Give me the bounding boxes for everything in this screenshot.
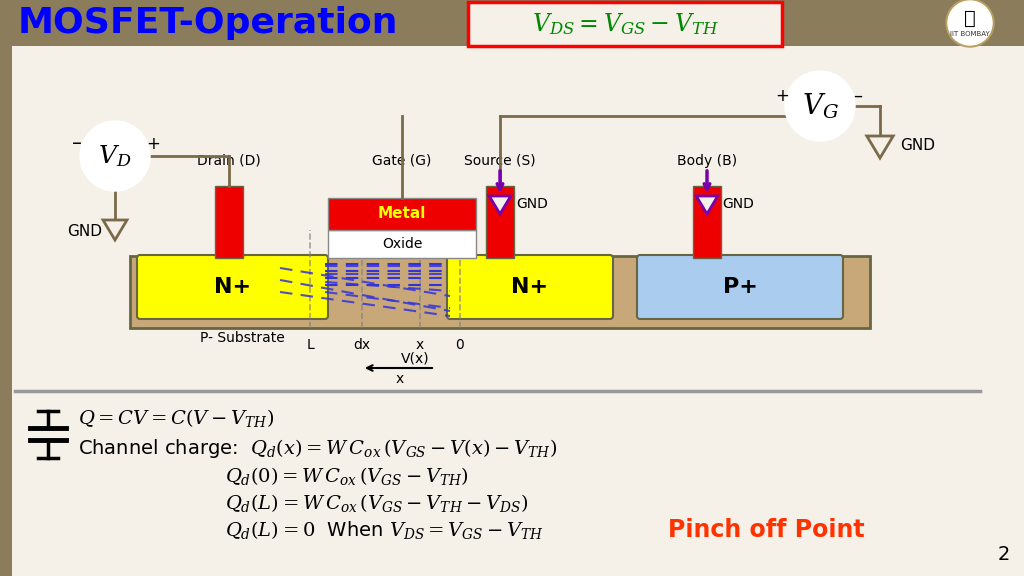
Text: +: + bbox=[146, 135, 160, 153]
Text: dx: dx bbox=[353, 338, 371, 352]
Text: L: L bbox=[306, 338, 314, 352]
Text: IIT BOMBAY: IIT BOMBAY bbox=[950, 31, 990, 37]
Text: V(x): V(x) bbox=[400, 351, 429, 365]
Text: $V_G$: $V_G$ bbox=[802, 91, 839, 121]
Bar bbox=[215, 186, 243, 258]
Text: Pinch off Point: Pinch off Point bbox=[668, 518, 864, 542]
Text: Drain (D): Drain (D) bbox=[198, 154, 261, 168]
Bar bbox=[0, 0, 1024, 46]
Text: Oxide: Oxide bbox=[382, 237, 422, 251]
FancyBboxPatch shape bbox=[637, 255, 843, 319]
Text: P+: P+ bbox=[723, 277, 758, 297]
Text: 0: 0 bbox=[456, 338, 464, 352]
Text: MOSFET-Operation: MOSFET-Operation bbox=[18, 6, 398, 40]
Text: –: – bbox=[853, 87, 862, 105]
Text: 🏛: 🏛 bbox=[965, 9, 976, 28]
Polygon shape bbox=[489, 196, 511, 214]
Text: N+: N+ bbox=[214, 277, 251, 297]
FancyBboxPatch shape bbox=[468, 2, 782, 46]
Polygon shape bbox=[103, 220, 127, 240]
Text: P- Substrate: P- Substrate bbox=[200, 331, 285, 345]
Text: Body (B): Body (B) bbox=[677, 154, 737, 168]
Text: N+: N+ bbox=[511, 277, 549, 297]
Polygon shape bbox=[696, 196, 718, 214]
Text: GND: GND bbox=[516, 197, 548, 211]
Text: Source (S): Source (S) bbox=[464, 154, 536, 168]
Bar bbox=[486, 186, 514, 258]
Text: Channel charge:  $Q_d(x) = W\,C_{ox}\,(V_{GS} - V(x) - V_{TH})$: Channel charge: $Q_d(x) = W\,C_{ox}\,(V_… bbox=[78, 437, 557, 460]
FancyBboxPatch shape bbox=[137, 255, 328, 319]
Text: –: – bbox=[72, 135, 82, 153]
FancyBboxPatch shape bbox=[447, 255, 613, 319]
Text: $Q_d(L) = W\,C_{ox}\,(V_{GS} - V_{TH} - V_{DS})$: $Q_d(L) = W\,C_{ox}\,(V_{GS} - V_{TH} - … bbox=[225, 492, 528, 514]
Circle shape bbox=[948, 1, 992, 45]
Text: x: x bbox=[396, 372, 404, 386]
Bar bbox=[693, 186, 721, 258]
Text: Metal: Metal bbox=[378, 207, 426, 222]
Text: $V_{DS} = V_{GS} - V_{TH}$: $V_{DS} = V_{GS} - V_{TH}$ bbox=[531, 11, 719, 37]
Text: $Q_d(L) = 0$  When $V_{DS} = V_{GS} - V_{TH}$: $Q_d(L) = 0$ When $V_{DS} = V_{GS} - V_{… bbox=[225, 519, 544, 541]
Text: Gate (G): Gate (G) bbox=[373, 154, 432, 168]
Bar bbox=[328, 198, 476, 230]
Polygon shape bbox=[866, 136, 893, 158]
Text: GND: GND bbox=[67, 225, 102, 240]
Text: $Q = CV = C(V - V_{TH})$: $Q = CV = C(V - V_{TH})$ bbox=[78, 407, 274, 429]
Bar bbox=[130, 256, 870, 328]
Text: $Q_d(0) = W\,C_{ox}\,(V_{GS} - V_{TH})$: $Q_d(0) = W\,C_{ox}\,(V_{GS} - V_{TH})$ bbox=[225, 465, 469, 487]
Circle shape bbox=[81, 122, 150, 190]
Text: 2: 2 bbox=[997, 545, 1010, 564]
Bar bbox=[328, 230, 476, 258]
Text: +: + bbox=[775, 87, 788, 105]
Text: $V_D$: $V_D$ bbox=[98, 143, 132, 169]
Circle shape bbox=[786, 72, 854, 140]
Text: x: x bbox=[416, 338, 424, 352]
Text: GND: GND bbox=[900, 138, 935, 153]
Bar bbox=[0, 46, 12, 576]
Text: GND: GND bbox=[722, 197, 754, 211]
Circle shape bbox=[946, 0, 994, 47]
